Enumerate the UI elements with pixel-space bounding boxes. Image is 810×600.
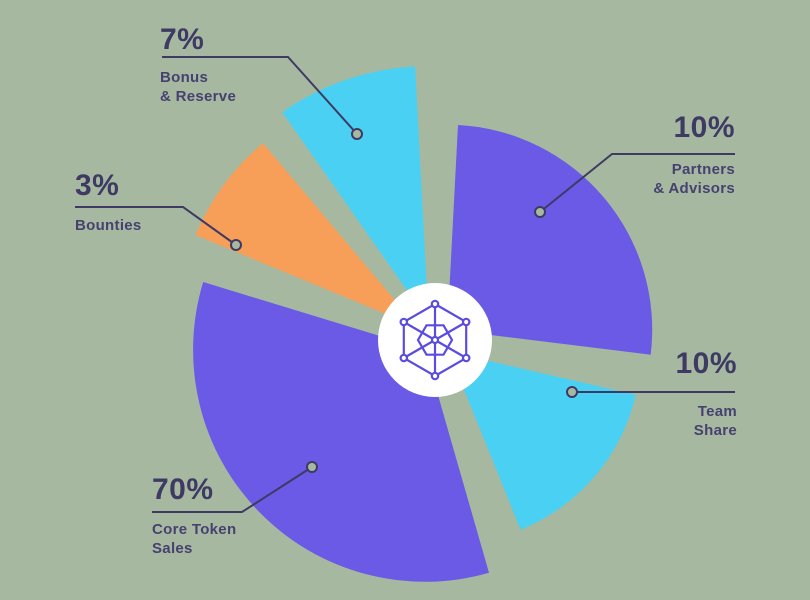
pie-slice-bounties: [195, 143, 418, 327]
callout-marker-team-share: [566, 386, 578, 398]
percent-label: 10%: [673, 111, 735, 144]
pie-slice-team-share: [448, 351, 636, 530]
callout-line-bounties: [75, 206, 237, 246]
slice-label: Team Share: [577, 402, 737, 442]
callout-team-share: 10% Team Share: [577, 348, 737, 441]
callout-marker-partners-advisors: [534, 206, 546, 218]
slice-label: Bounties: [75, 216, 235, 236]
slice-label: Core Token Sales: [152, 520, 332, 560]
pie-slice-partners-advisors: [447, 125, 653, 355]
percent-label: 10%: [675, 347, 737, 380]
slice-label-line: Bonus: [160, 68, 209, 86]
callout-line-core-token-sales: [152, 466, 313, 513]
slice-label: Bonus & Reserve: [160, 68, 330, 108]
slice-label-line: & Advisors: [653, 180, 735, 198]
percent-label: 7%: [160, 23, 205, 56]
callout-partners-advisors: 10% Partners & Advisors: [555, 112, 735, 199]
slice-label-line: Sales: [152, 540, 193, 558]
slice-label-line: Share: [693, 422, 737, 440]
slice-label-line: Core Token: [152, 520, 237, 538]
callout-marker-core-token-sales: [306, 461, 318, 473]
percent-label: 70%: [152, 473, 214, 506]
callout-marker-bonus-reserve: [351, 128, 363, 140]
slice-label-line: & Reserve: [160, 88, 237, 106]
slice-label-line: Team: [697, 402, 737, 420]
percent-label: 3%: [75, 169, 120, 202]
callout-marker-bounties: [230, 239, 242, 251]
callout-line-partners-advisors: [539, 153, 735, 213]
callout-core-token-sales: 70% Core Token Sales: [152, 474, 332, 559]
slice-label-line: Partners: [671, 160, 735, 178]
hexagon-network-icon: [399, 299, 471, 381]
callout-line-bonus-reserve: [162, 56, 358, 135]
slice-label: Partners & Advisors: [555, 160, 735, 200]
callout-bonus-reserve: 7% Bonus & Reserve: [160, 24, 330, 107]
callout-bounties: 3% Bounties: [75, 170, 235, 235]
pie-slice-bonus-reserve: [282, 66, 429, 322]
slice-label-line: Bounties: [75, 216, 142, 234]
